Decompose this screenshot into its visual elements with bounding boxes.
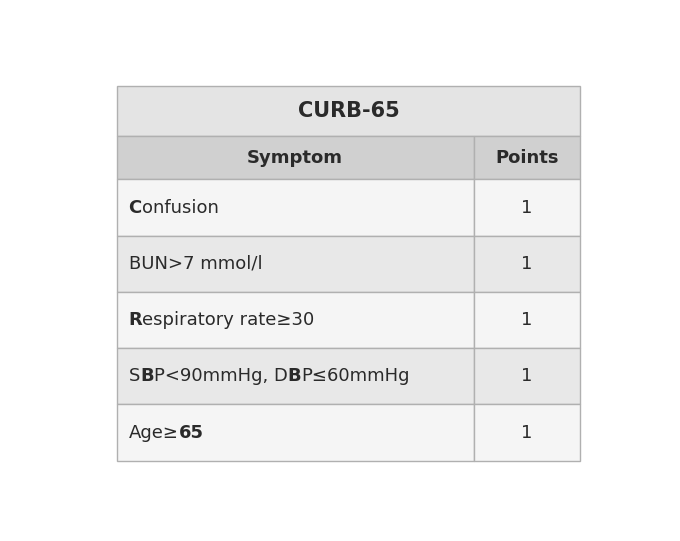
Text: S: S <box>129 367 140 385</box>
Text: 1: 1 <box>522 255 532 273</box>
Text: espiratory rate≥30: espiratory rate≥30 <box>142 311 315 329</box>
Bar <box>117 86 580 136</box>
Bar <box>117 405 474 460</box>
Bar <box>117 348 474 405</box>
Text: 1: 1 <box>522 367 532 385</box>
Text: 65: 65 <box>179 424 203 441</box>
Bar <box>117 180 474 236</box>
Text: 1: 1 <box>522 199 532 216</box>
Text: Symptom: Symptom <box>247 149 343 167</box>
Text: 1: 1 <box>522 424 532 441</box>
Bar <box>117 236 474 292</box>
Text: P<90mmHg, D: P<90mmHg, D <box>154 367 288 385</box>
Bar <box>474 180 581 236</box>
Bar <box>474 292 581 348</box>
Text: C: C <box>129 199 142 216</box>
Text: onfusion: onfusion <box>142 199 219 216</box>
Bar <box>474 236 581 292</box>
Text: R: R <box>129 311 142 329</box>
Text: 1: 1 <box>522 311 532 329</box>
Text: B: B <box>140 367 154 385</box>
Text: Points: Points <box>495 149 559 167</box>
Bar <box>117 136 474 180</box>
Text: BUN>7 mmol/l: BUN>7 mmol/l <box>129 255 262 273</box>
Text: B: B <box>288 367 301 385</box>
Bar <box>474 136 581 180</box>
Bar <box>474 405 581 460</box>
Text: P≤60mmHg: P≤60mmHg <box>301 367 409 385</box>
Text: Age≥: Age≥ <box>129 424 179 441</box>
Bar <box>474 348 581 405</box>
Text: CURB-65: CURB-65 <box>298 101 399 121</box>
Bar <box>117 292 474 348</box>
